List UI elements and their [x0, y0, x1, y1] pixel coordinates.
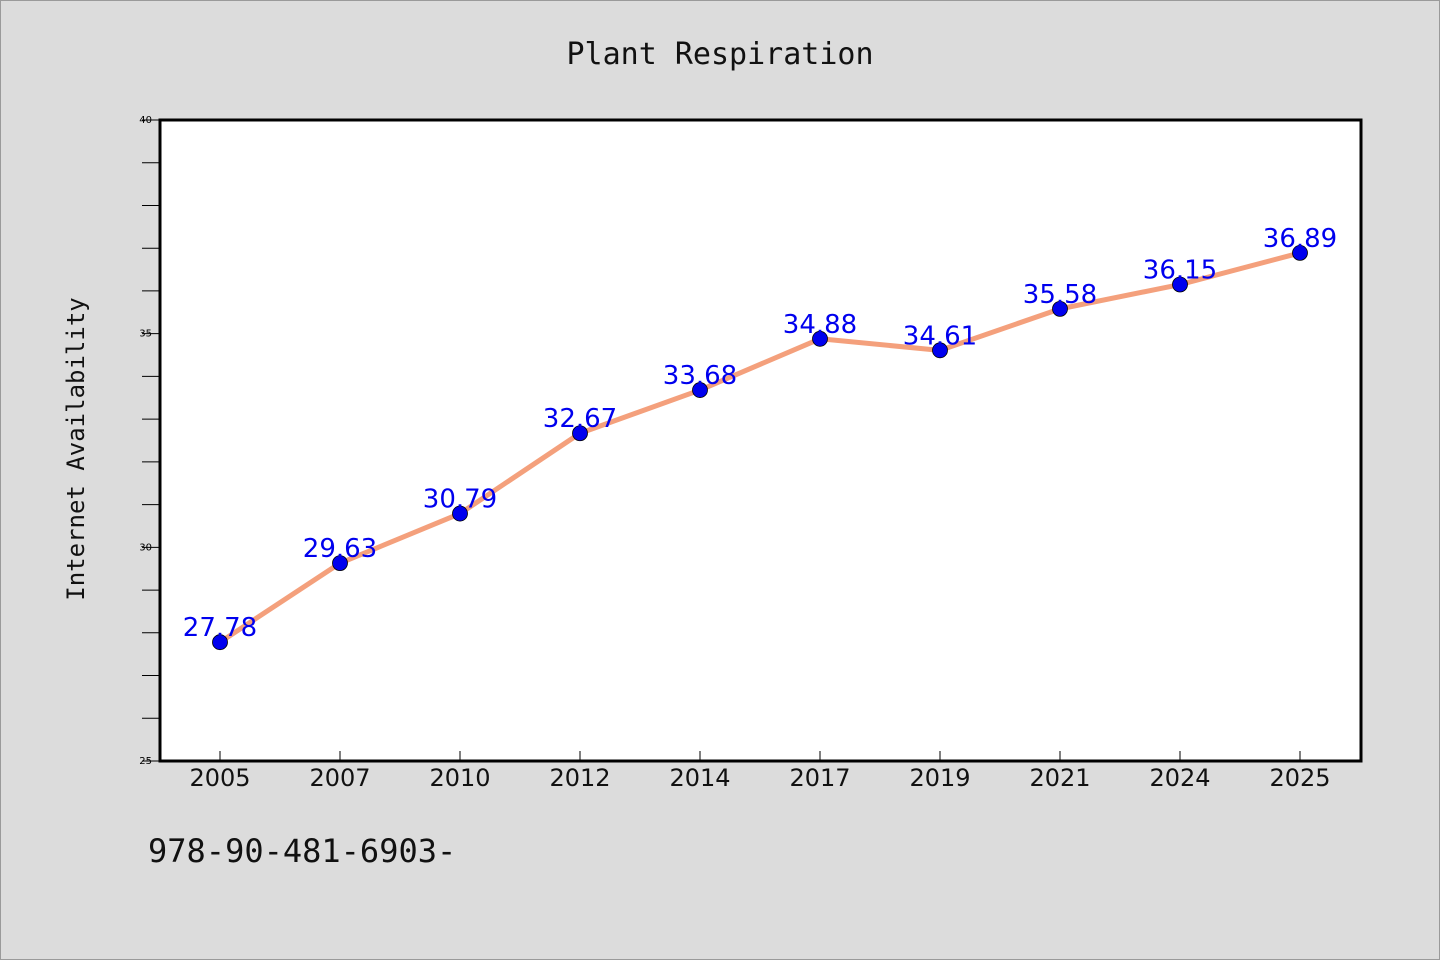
data-point [932, 342, 948, 359]
data-label: 36.15 [1143, 256, 1217, 286]
x-tick-label: 2005 [189, 764, 250, 792]
data-point [1172, 276, 1188, 293]
x-tick-label: 2010 [429, 764, 490, 792]
x-tick-label: 2012 [549, 764, 610, 792]
data-point [332, 555, 348, 572]
data-label: 34.61 [903, 321, 977, 351]
data-point [812, 330, 828, 347]
data-point [572, 425, 588, 442]
data-point [1292, 245, 1308, 261]
x-tick-label: 2024 [1149, 764, 1210, 792]
data-label-group: 27.78 29.63 30.79 32.67 33.68 34.88 34.61 35.58… [183, 224, 1337, 643]
data-point [1052, 300, 1068, 317]
y-tick-label: 25 [139, 756, 152, 767]
data-point [212, 634, 228, 651]
x-tick-label: 2014 [669, 764, 730, 792]
plot-area [158, 118, 1363, 763]
chart-title: Plant Respiration [566, 37, 873, 72]
data-point [452, 505, 468, 522]
data-label: 36.89 [1263, 224, 1337, 254]
y-tick-label: 40 [139, 115, 152, 126]
isbn-text: 978-90-481-6903- [148, 832, 457, 870]
x-tick-label: 2021 [1029, 764, 1090, 792]
x-tick-label: 2017 [789, 764, 850, 792]
marker-group [212, 245, 1308, 651]
y-axis-ticks: 25 30 35 40 [139, 115, 160, 767]
y-axis-label: Internet Availability [62, 297, 90, 600]
data-label: 27.78 [183, 613, 257, 643]
y-tick-label: 30 [139, 542, 152, 553]
data-point [692, 382, 708, 398]
data-label: 32.67 [543, 404, 617, 434]
data-label: 30.79 [423, 485, 497, 515]
data-label: 34.88 [783, 310, 857, 340]
data-label: 29.63 [303, 534, 377, 564]
x-tick-label: 2019 [909, 764, 970, 792]
data-label: 35.58 [1023, 280, 1097, 310]
y-tick-label: 35 [139, 329, 152, 340]
x-tick-label: 2025 [1269, 764, 1330, 792]
x-tick-label: 2007 [309, 764, 370, 792]
data-label: 33.68 [663, 361, 737, 391]
series-group [217, 250, 1303, 645]
x-axis-ticks: 2005 2007 2010 2012 2014 2017 2019 2021 2024 2025 [189, 751, 1331, 792]
series-line [217, 250, 1303, 645]
